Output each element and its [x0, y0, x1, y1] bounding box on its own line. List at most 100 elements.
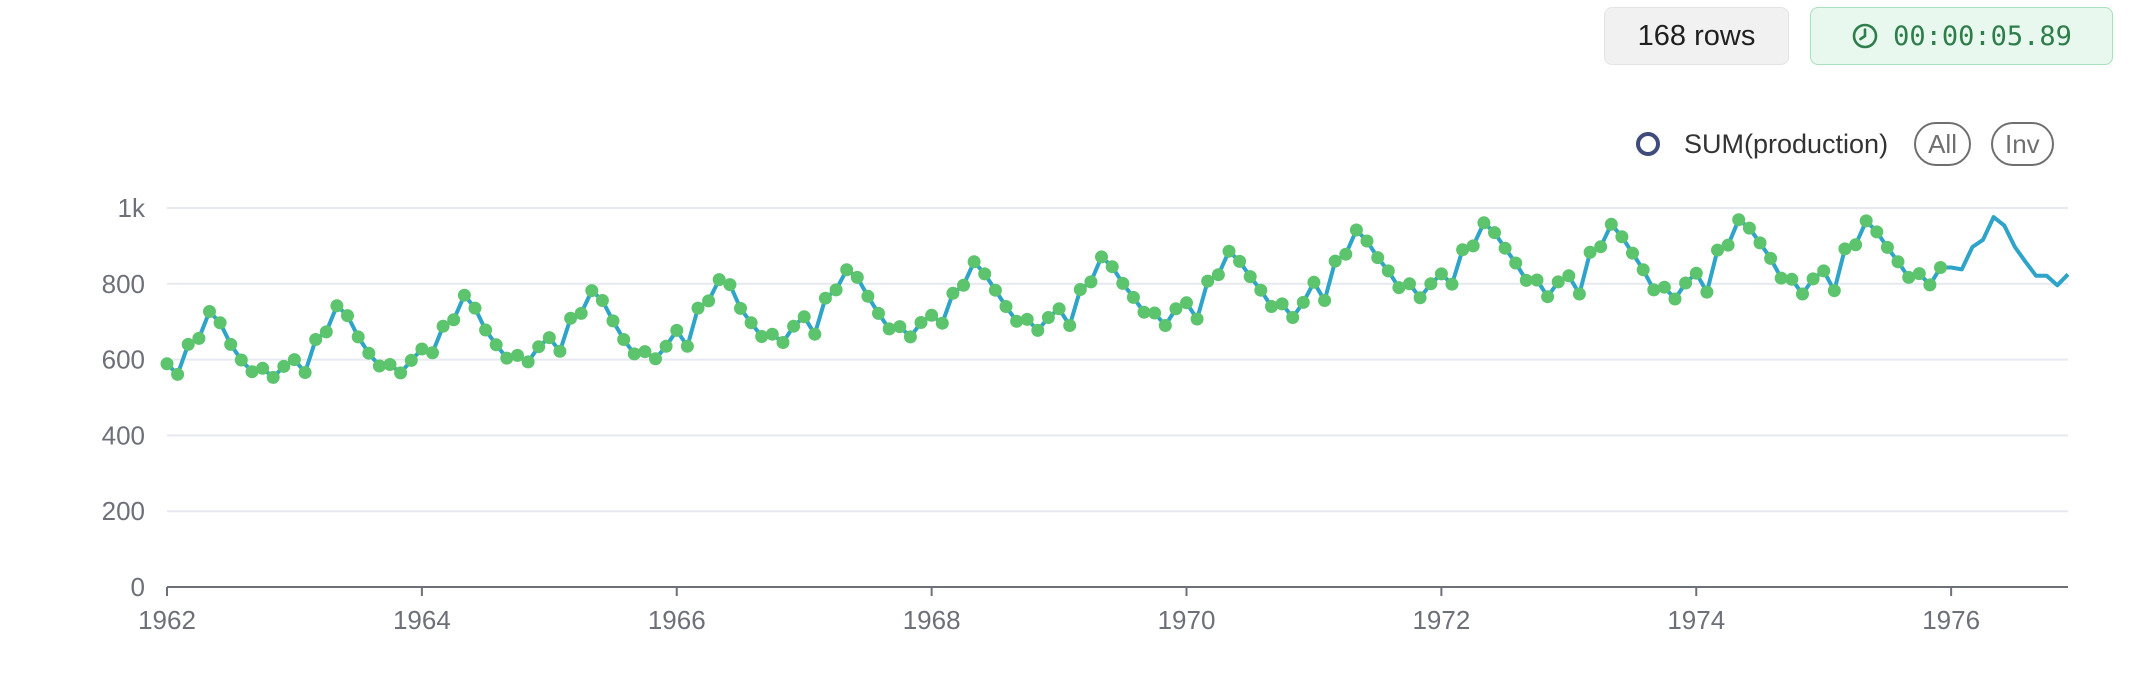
data-point: [999, 300, 1013, 313]
data-point: [1328, 254, 1342, 268]
data-point: [553, 344, 567, 358]
data-point: [1700, 285, 1714, 299]
data-point: [479, 323, 493, 337]
data-point: [1349, 223, 1363, 237]
data-point: [1679, 276, 1693, 290]
data-point: [1265, 300, 1278, 313]
data-point: [755, 330, 769, 343]
data-point: [1742, 221, 1756, 235]
data-point: [1392, 281, 1406, 295]
data-point: [1286, 311, 1300, 324]
x-tick-label: 1974: [1667, 605, 1725, 635]
data-point: [1711, 243, 1724, 257]
data-point: [776, 336, 790, 349]
data-point: [1169, 302, 1183, 316]
y-tick-label: 1k: [118, 193, 146, 223]
series-line: [165, 215, 2070, 380]
data-point: [1434, 267, 1448, 281]
data-point: [309, 333, 323, 346]
data-point: [1137, 305, 1151, 319]
data-point: [1371, 251, 1385, 265]
data-point: [1031, 323, 1045, 337]
data-point: [468, 301, 482, 315]
data-point: [1732, 213, 1746, 227]
data-point: [1488, 226, 1501, 240]
data-point: [1158, 319, 1172, 332]
data-point: [691, 301, 705, 315]
data-point: [1689, 266, 1703, 280]
data-point: [1753, 236, 1767, 250]
data-point: [872, 306, 885, 320]
data-point: [882, 322, 896, 336]
data-point: [532, 340, 546, 354]
data-point: [829, 283, 843, 297]
data-point: [1530, 273, 1544, 287]
series-toggle-marker[interactable]: [1636, 132, 1660, 156]
data-point: [935, 316, 949, 330]
data-point: [1902, 270, 1916, 284]
data-point: [330, 299, 344, 313]
data-point: [850, 270, 864, 284]
data-point: [893, 320, 907, 334]
data-point: [670, 323, 684, 337]
data-point: [1073, 283, 1087, 296]
data-point: [160, 357, 174, 371]
data-point: [1764, 251, 1778, 265]
data-point: [404, 353, 418, 367]
data-point: [1636, 263, 1650, 277]
row-count-label: 168 rows: [1637, 19, 1756, 52]
data-point: [1307, 275, 1321, 289]
y-tick-label: 200: [102, 496, 145, 526]
data-point: [500, 351, 514, 365]
data-point: [383, 358, 397, 371]
data-point: [1912, 267, 1926, 281]
data-point: [1668, 292, 1682, 306]
data-point: [447, 313, 461, 327]
data-point: [914, 316, 928, 329]
data-point: [1010, 314, 1024, 328]
data-point: [1052, 302, 1066, 316]
data-point: [1275, 297, 1289, 311]
data-point: [1562, 269, 1576, 283]
data-point: [1817, 264, 1831, 278]
data-point: [1615, 230, 1629, 244]
x-tick-label: 1976: [1922, 605, 1980, 635]
data-point: [1519, 273, 1533, 287]
y-tick-label: 0: [131, 572, 145, 602]
x-tick-label: 1964: [393, 605, 451, 635]
data-point: [1551, 275, 1565, 289]
x-tick-label: 1966: [648, 605, 706, 635]
data-point: [1095, 250, 1108, 264]
data-point: [426, 346, 439, 360]
data-point: [521, 355, 535, 369]
data-point: [787, 319, 801, 333]
data-point: [712, 273, 726, 287]
data-point: [638, 345, 652, 359]
data-point: [861, 289, 875, 303]
y-tick-label: 600: [102, 345, 145, 375]
data-point: [702, 294, 716, 308]
series-legend-label[interactable]: SUM(production): [1684, 128, 1889, 159]
data-point: [511, 348, 524, 362]
data-point: [266, 370, 280, 384]
data-point: [1020, 312, 1034, 326]
select-all-button[interactable]: All: [1914, 122, 1971, 166]
clock-icon: [1852, 23, 1878, 49]
invert-selection-button[interactable]: Inv: [1990, 122, 2054, 166]
row-count-badge: 168 rows: [1604, 7, 1789, 65]
data-point: [1424, 277, 1438, 291]
data-point: [1222, 244, 1236, 258]
data-point: [1243, 270, 1257, 284]
data-point: [1572, 287, 1586, 301]
data-point: [1126, 290, 1140, 304]
data-point: [234, 353, 248, 367]
data-point: [213, 316, 227, 330]
data-point: [606, 314, 620, 328]
y-tick-label: 800: [102, 269, 145, 299]
data-point: [1838, 242, 1852, 256]
data-point: [903, 330, 917, 344]
data-point: [988, 283, 1002, 297]
data-point: [171, 367, 185, 381]
data-point: [287, 353, 301, 367]
data-point: [925, 308, 939, 322]
